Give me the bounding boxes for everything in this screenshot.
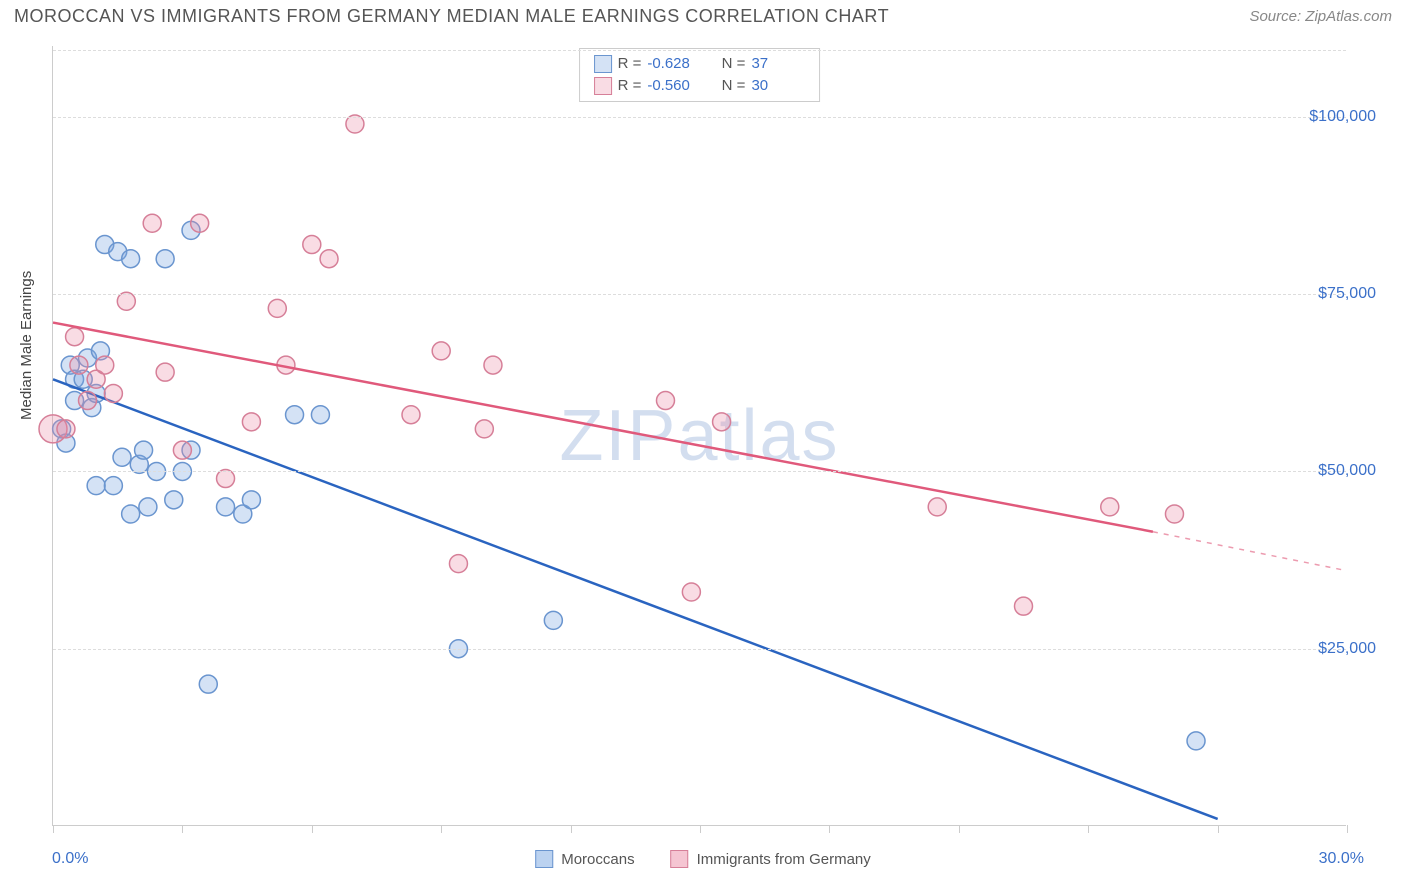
correlation-row: R = -0.628 N = 37 xyxy=(594,53,806,75)
x-tick xyxy=(571,825,572,833)
x-tick xyxy=(829,825,830,833)
data-point xyxy=(656,392,674,410)
data-point xyxy=(713,413,731,431)
data-point xyxy=(1165,505,1183,523)
data-point xyxy=(320,250,338,268)
data-point xyxy=(303,236,321,254)
data-point xyxy=(432,342,450,360)
data-point xyxy=(475,420,493,438)
y-tick-label: $100,000 xyxy=(1309,108,1376,126)
trend-line xyxy=(53,323,1153,532)
series-legend: Moroccans Immigrants from Germany xyxy=(535,850,871,868)
data-point xyxy=(217,498,235,516)
legend-swatch xyxy=(594,77,612,95)
x-tick xyxy=(1088,825,1089,833)
legend-item: Moroccans xyxy=(535,850,634,868)
legend-swatch xyxy=(594,55,612,73)
x-axis-end-label: 30.0% xyxy=(1319,850,1364,868)
y-tick-label: $25,000 xyxy=(1318,640,1376,658)
data-point xyxy=(70,356,88,374)
legend-swatch xyxy=(535,850,553,868)
gridline xyxy=(53,117,1346,118)
data-point xyxy=(165,491,183,509)
data-point xyxy=(113,448,131,466)
data-point xyxy=(402,406,420,424)
data-point xyxy=(1015,597,1033,615)
x-tick xyxy=(959,825,960,833)
data-point xyxy=(143,214,161,232)
correlation-row: R = -0.560 N = 30 xyxy=(594,75,806,97)
data-point xyxy=(135,441,153,459)
source-label: Source: ZipAtlas.com xyxy=(1249,8,1392,25)
data-point xyxy=(57,420,75,438)
trend-line-dashed xyxy=(1153,532,1347,571)
scatter-svg xyxy=(53,46,1346,825)
gridline xyxy=(53,294,1346,295)
data-point xyxy=(682,583,700,601)
data-point xyxy=(104,477,122,495)
legend-item: Immigrants from Germany xyxy=(671,850,871,868)
data-point xyxy=(122,505,140,523)
x-axis-start-label: 0.0% xyxy=(52,850,88,868)
data-point xyxy=(286,406,304,424)
data-point xyxy=(928,498,946,516)
data-point xyxy=(156,250,174,268)
data-point xyxy=(79,392,97,410)
trend-line xyxy=(53,379,1218,819)
legend-label: Moroccans xyxy=(561,851,634,868)
data-point xyxy=(96,356,114,374)
x-tick xyxy=(312,825,313,833)
data-point xyxy=(544,611,562,629)
correlation-legend: R = -0.628 N = 37R = -0.560 N = 30 xyxy=(579,48,821,102)
data-point xyxy=(311,406,329,424)
x-tick xyxy=(700,825,701,833)
x-tick xyxy=(441,825,442,833)
data-point xyxy=(87,477,105,495)
data-point xyxy=(242,491,260,509)
data-point xyxy=(173,441,191,459)
data-point xyxy=(122,250,140,268)
gridline xyxy=(53,649,1346,650)
data-point xyxy=(104,384,122,402)
legend-label: Immigrants from Germany xyxy=(697,851,871,868)
x-tick xyxy=(1218,825,1219,833)
y-tick-label: $50,000 xyxy=(1318,462,1376,480)
chart-plot-area: ZIPatlas R = -0.628 N = 37R = -0.560 N =… xyxy=(52,46,1346,826)
gridline xyxy=(53,471,1346,472)
data-point xyxy=(1187,732,1205,750)
y-axis-label: Median Male Earnings xyxy=(18,271,35,420)
data-point xyxy=(1101,498,1119,516)
y-tick-label: $75,000 xyxy=(1318,285,1376,303)
data-point xyxy=(484,356,502,374)
x-tick xyxy=(182,825,183,833)
data-point xyxy=(449,555,467,573)
data-point xyxy=(191,214,209,232)
data-point xyxy=(242,413,260,431)
x-tick xyxy=(1347,825,1348,833)
data-point xyxy=(139,498,157,516)
data-point xyxy=(268,299,286,317)
data-point xyxy=(199,675,217,693)
chart-title: MOROCCAN VS IMMIGRANTS FROM GERMANY MEDI… xyxy=(14,6,889,27)
data-point xyxy=(156,363,174,381)
legend-swatch xyxy=(671,850,689,868)
x-tick xyxy=(53,825,54,833)
data-point xyxy=(66,328,84,346)
